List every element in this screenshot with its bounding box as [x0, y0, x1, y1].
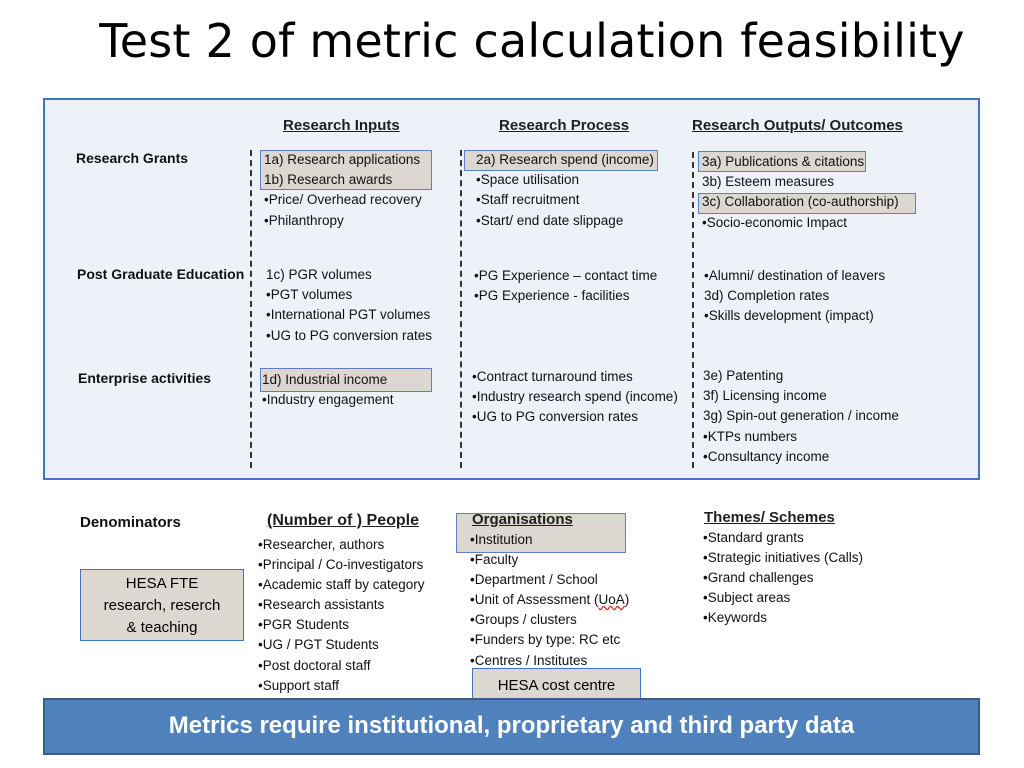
pge-process-list: •PG Experience – contact time •PG Experi… — [474, 266, 657, 306]
row-label-enterprise-activities: Enterprise activities — [78, 370, 212, 386]
hesa-fte-callout: HESA FTE research, reserch & teaching — [80, 569, 244, 641]
highlight-1d — [260, 368, 432, 392]
uoa-prefix: •Unit of Assessment ( — [470, 592, 599, 608]
list-item: •Principal / Co-investigators — [258, 557, 424, 573]
column-header-outputs: Research Outputs/ Outcomes — [692, 117, 903, 134]
list-item: 3c) Collaboration (co-authorship) — [702, 194, 899, 210]
list-item: •PGT volumes — [266, 287, 353, 303]
list-item: •PG Experience – contact time — [474, 268, 658, 283]
list-item: •UG to PG conversion rates — [472, 409, 639, 425]
list-item: •Philanthropy — [264, 212, 344, 228]
list-item: •Standard grants — [703, 530, 804, 545]
organisations-list: •Institution •Faculty •Department / Scho… — [470, 530, 629, 671]
list-item: •Grand challenges — [703, 570, 814, 586]
list-item: •International PGT volumes — [266, 307, 431, 323]
list-item: •Faculty — [470, 552, 519, 568]
denominators-label: Denominators — [80, 514, 181, 531]
uoa-suffix: ) — [624, 592, 630, 608]
list-item: 3d) Completion rates — [704, 288, 830, 304]
themes-header: Themes/ Schemes — [704, 509, 835, 526]
list-item: 3b) Esteem measures — [702, 174, 835, 190]
enterprise-inputs-list: 1d) Industrial income •Industry engageme… — [262, 370, 394, 410]
people-header: (Number of ) People — [267, 512, 420, 529]
list-item: •UG to PG conversion rates — [266, 327, 433, 343]
list-item: •Subject areas — [703, 590, 791, 606]
list-item: •PGR Students — [258, 617, 350, 633]
list-item: 3g) Spin-out generation / income — [703, 408, 899, 424]
grants-outputs-list: 3a) Publications & citations 3b) Esteem … — [702, 152, 899, 233]
list-item: •Centres / Institutes — [470, 652, 588, 668]
list-item: 2a) Research spend (income) — [476, 152, 654, 167]
hesa-fte-line: HESA FTE — [125, 575, 199, 592]
list-item: •Socio-economic Impact — [702, 214, 848, 230]
list-item: •Funders by type: RC etc — [470, 632, 621, 648]
organisations-header: Organisations — [472, 511, 573, 528]
highlight-3c — [698, 193, 916, 214]
list-item: •Unit of Assessment (UoA) — [470, 590, 629, 610]
highlight-institution — [456, 513, 626, 553]
list-item: •Academic staff by category — [258, 577, 425, 593]
list-item: •Groups / clusters — [470, 612, 577, 628]
highlight-2a — [464, 150, 658, 171]
list-item: 1c) PGR volumes — [266, 267, 372, 282]
themes-list: •Standard grants •Strategic initiatives … — [703, 528, 863, 628]
column-header-process: Research Process — [499, 117, 630, 134]
list-item: •Price/ Overhead recovery — [264, 192, 422, 208]
row-label-post-graduate-education: Post Graduate Education — [77, 266, 245, 282]
pge-inputs-list: 1c) PGR volumes •PGT volumes •Internatio… — [266, 265, 432, 346]
list-item: 3e) Patenting — [703, 368, 784, 383]
uoa-abbrev: UoA — [598, 592, 625, 608]
list-item: 1b) Research awards — [264, 172, 393, 188]
list-item: •Institution — [470, 532, 533, 547]
list-item: •Staff recruitment — [476, 192, 580, 208]
hesa-fte-line: & teaching — [126, 619, 198, 636]
list-item: •Alumni/ destination of leavers — [704, 268, 886, 283]
list-item: •Space utilisation — [476, 172, 580, 188]
list-item: 1d) Industrial income — [262, 372, 388, 387]
list-item: •Skills development (impact) — [704, 308, 874, 324]
highlight-3a — [698, 151, 866, 172]
conclusion-banner: Metrics require institutional, proprieta… — [43, 698, 980, 755]
column-header-inputs: Research Inputs — [283, 117, 400, 134]
list-item: •Industry research spend (income) — [472, 389, 678, 405]
list-item: 3a) Publications & citations — [702, 154, 865, 169]
list-item: •Start/ end date slippage — [476, 212, 624, 228]
column-divider-1 — [250, 150, 252, 468]
list-item: •Industry engagement — [262, 392, 394, 408]
list-item: •Researcher, authors — [258, 537, 385, 552]
list-item: •UG / PGT Students — [258, 637, 379, 653]
list-item: 1a) Research applications — [264, 152, 421, 167]
list-item: •Post doctoral staff — [258, 657, 371, 673]
people-list: •Researcher, authors •Principal / Co-inv… — [258, 535, 425, 696]
enterprise-outputs-list: 3e) Patenting 3f) Licensing income 3g) S… — [703, 366, 899, 467]
highlight-1a-1b — [260, 150, 432, 190]
grants-process-list: 2a) Research spend (income) •Space utili… — [476, 150, 654, 231]
column-divider-2 — [460, 150, 462, 468]
row-label-research-grants: Research Grants — [76, 150, 189, 166]
list-item: •PG Experience - facilities — [474, 288, 630, 304]
hesa-fte-line: research, reserch — [103, 597, 221, 614]
enterprise-process-list: •Contract turnaround times •Industry res… — [472, 367, 678, 428]
list-item: •Contract turnaround times — [472, 369, 633, 384]
list-item: 3f) Licensing income — [703, 388, 827, 404]
list-item: •Strategic initiatives (Calls) — [703, 550, 864, 566]
list-item: •Keywords — [703, 610, 767, 626]
list-item: •Support staff — [258, 677, 340, 693]
slide-title: Test 2 of metric calculation feasibility — [99, 14, 965, 68]
list-item: •KTPs numbers — [703, 428, 798, 444]
list-item: •Department / School — [470, 572, 598, 588]
grants-inputs-list: 1a) Research applications 1b) Research a… — [264, 150, 422, 231]
column-divider-3 — [692, 152, 694, 468]
pge-outputs-list: •Alumni/ destination of leavers 3d) Comp… — [704, 266, 885, 327]
list-item: •Research assistants — [258, 597, 385, 613]
list-item: •Consultancy income — [703, 448, 830, 464]
